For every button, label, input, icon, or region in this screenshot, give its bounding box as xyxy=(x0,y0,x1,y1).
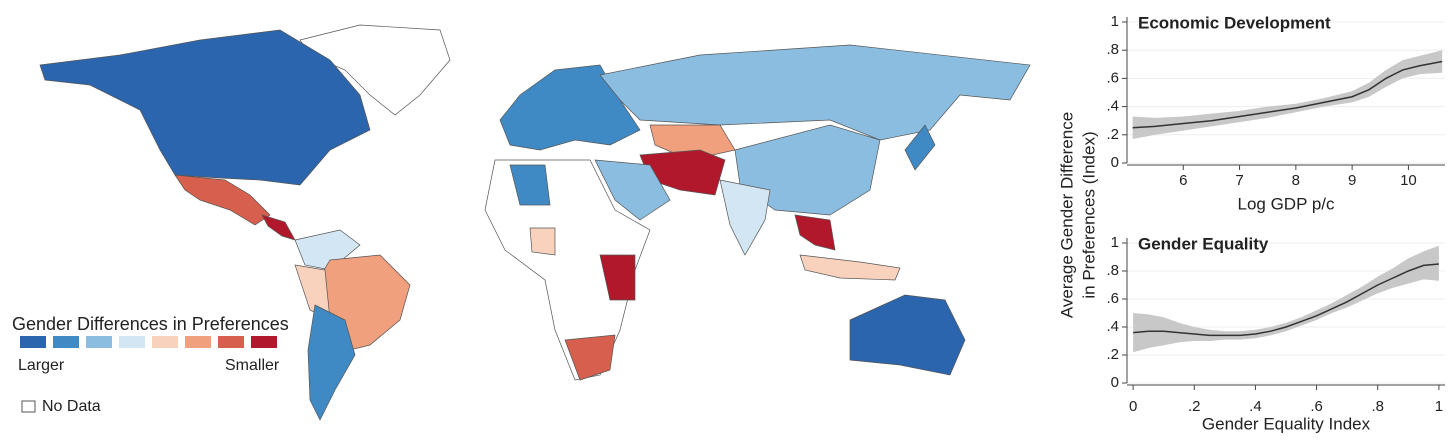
x-tick-label: 6 xyxy=(1179,172,1187,189)
x-tick-label: 8 xyxy=(1292,172,1300,189)
world-map xyxy=(39,24,1031,421)
mexico xyxy=(174,174,271,226)
y-axis-title: Average Gender Difference xyxy=(1057,112,1076,318)
no-data-swatch xyxy=(21,400,36,413)
legend-swatches xyxy=(20,336,277,348)
y-tick-label: .4 xyxy=(1106,318,1119,335)
y-tick-label: 0 xyxy=(1111,154,1119,171)
confidence-band xyxy=(1132,50,1443,140)
east-africa xyxy=(599,254,636,301)
indonesia xyxy=(799,254,901,281)
legend-swatch xyxy=(119,336,145,348)
japan xyxy=(904,124,936,171)
x-tick-label: 1 xyxy=(1435,398,1443,415)
south-africa xyxy=(564,334,616,381)
y-tick-label: .2 xyxy=(1106,126,1119,143)
south-america-north xyxy=(294,229,361,271)
confidence-band xyxy=(1133,245,1439,353)
chart-title: Gender Equality xyxy=(1138,234,1269,253)
argentina-chile xyxy=(307,304,356,421)
x-tick-label: .8 xyxy=(1371,398,1384,415)
central-america xyxy=(261,214,296,241)
australia xyxy=(849,294,966,376)
legend-title: Gender Differences in Preferences xyxy=(12,314,289,334)
north-america xyxy=(39,29,371,186)
middle-east xyxy=(594,159,671,221)
x-tick-label: 10 xyxy=(1400,172,1417,189)
x-tick-label: .2 xyxy=(1188,398,1201,415)
chart-title: Economic Development xyxy=(1138,13,1331,32)
x-axis-title: Log GDP p/c xyxy=(1237,194,1335,213)
europe xyxy=(499,64,641,151)
india xyxy=(719,179,771,256)
legend-high-label: Smaller xyxy=(225,357,280,374)
y-tick-label: 0 xyxy=(1111,374,1119,391)
legend-swatch xyxy=(20,336,46,348)
x-tick-label: 0 xyxy=(1129,398,1137,415)
y-tick-label: .6 xyxy=(1106,69,1119,86)
x-tick-label: .6 xyxy=(1310,398,1323,415)
x-tick-label: 9 xyxy=(1348,172,1356,189)
y-axis-title: in Preferences (Index) xyxy=(1079,131,1098,298)
y-tick-label: .4 xyxy=(1106,98,1119,115)
y-tick-label: 1 xyxy=(1111,13,1119,30)
legend-swatch xyxy=(53,336,79,348)
legend-low-label: Larger xyxy=(18,357,65,374)
legend-swatch xyxy=(185,336,211,348)
africa xyxy=(484,159,651,381)
legend-swatch xyxy=(218,336,244,348)
russia xyxy=(599,44,1031,141)
y-tick-label: .6 xyxy=(1106,290,1119,307)
line xyxy=(1133,263,1439,337)
legend-swatch xyxy=(251,336,277,348)
southeast-asia xyxy=(794,214,836,251)
nigeria xyxy=(529,227,556,256)
x-tick-label: .4 xyxy=(1249,398,1262,415)
line xyxy=(1132,60,1443,129)
algeria xyxy=(509,164,551,206)
y-tick-label: .8 xyxy=(1106,262,1119,279)
x-tick-label: 7 xyxy=(1235,172,1243,189)
legend-swatch xyxy=(152,336,178,348)
y-tick-label: 1 xyxy=(1111,234,1119,251)
legend-swatch xyxy=(86,336,112,348)
x-axis-title: Gender Equality Index xyxy=(1202,414,1371,433)
no-data-label: No Data xyxy=(42,398,101,415)
y-tick-label: .8 xyxy=(1106,41,1119,58)
y-tick-label: .2 xyxy=(1106,346,1119,363)
